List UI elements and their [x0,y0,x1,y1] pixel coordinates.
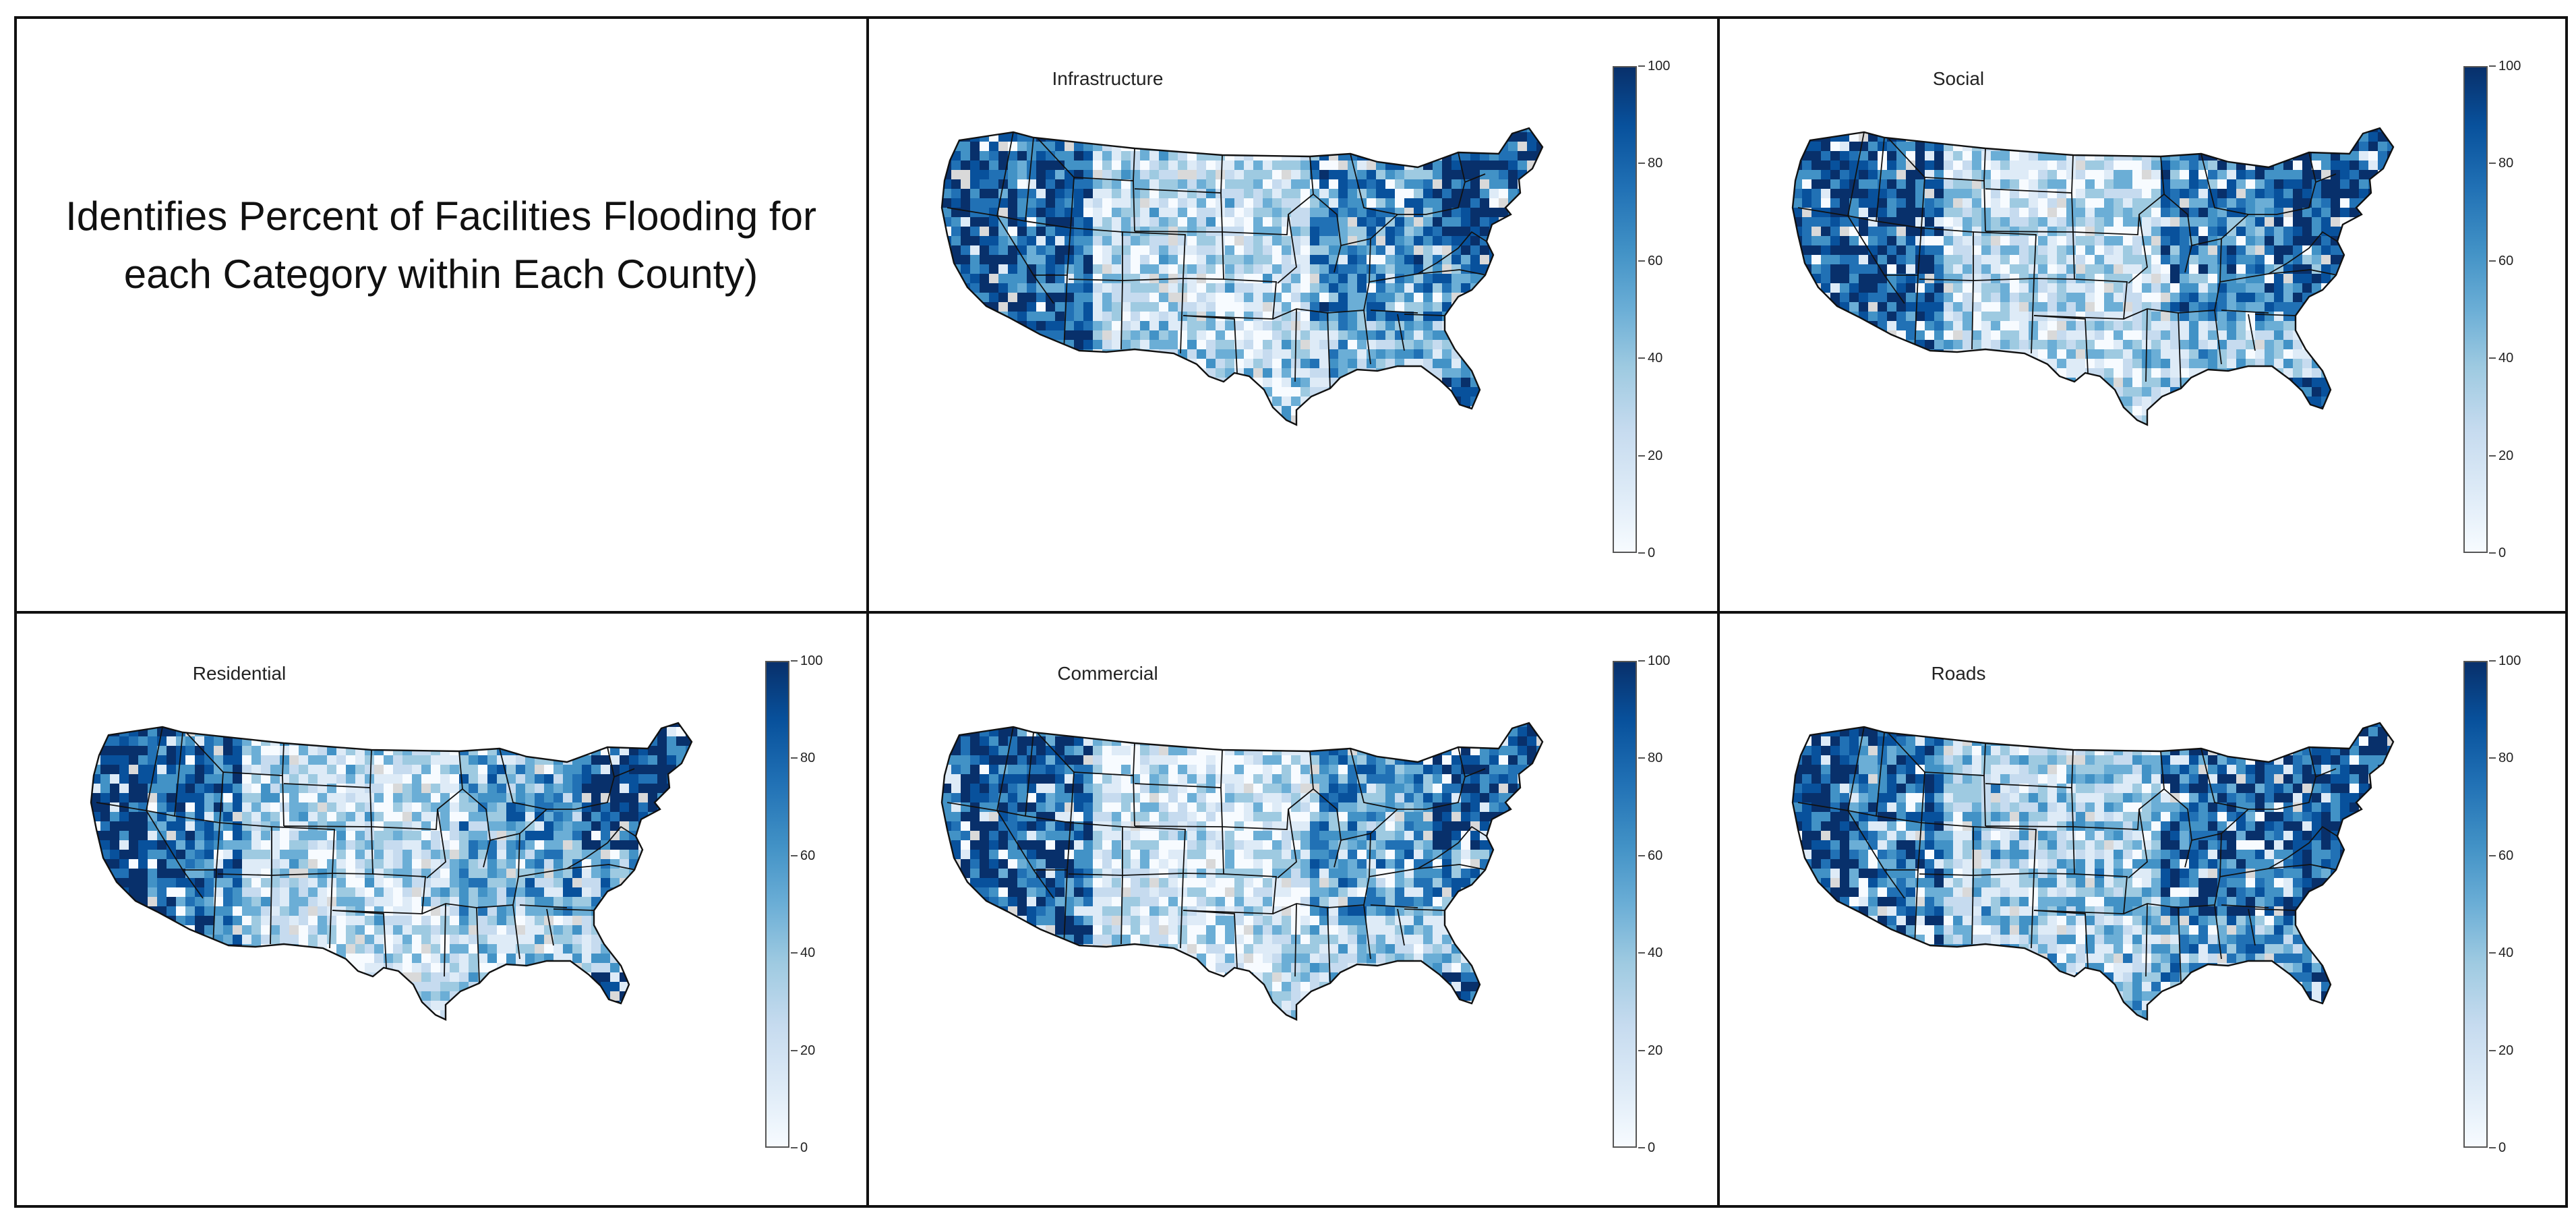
colorbar-tick-label: 60 [2488,848,2514,863]
colorbar-tick-label: 60 [1638,848,1663,863]
residential-title: Residential [192,663,287,684]
figure-description: Identifies Percent of Facilities Floodin… [65,194,816,297]
map-panel-social: Social 100 80 60 40 20 0 [1717,16,2568,614]
colorbar-tick-label: 40 [1638,351,1663,366]
colorbar-tick-label: 60 [2488,253,2514,268]
country-outline [940,127,1544,426]
colorbar-tick-label: 80 [2488,156,2514,171]
colorbar-tick-label: 100 [1638,59,1671,74]
social-colorbar [2463,66,2488,553]
colorbar-tick-label: 20 [2488,1043,2514,1058]
colorbar-tick-label: 100 [2488,653,2521,668]
country-outline [940,722,1544,1021]
colorbar-tick-label: 100 [1638,653,1671,668]
colorbar-tick-label: 40 [2488,351,2514,366]
roads-colorbar [2463,661,2488,1148]
social-title: Social [1932,68,1985,89]
roads-title: Roads [1931,663,1986,684]
map-panel-infrastructure: Infrastructure 100 80 60 40 20 0 [866,16,1720,614]
map-panel-roads: Roads 100 80 60 40 20 0 [1717,611,2568,1208]
colorbar-tick-label: 80 [1638,751,1663,766]
county-fill-layer [1793,128,2393,425]
colorbar-tick-label: 20 [1638,1043,1663,1058]
commercial-colorbar [1613,661,1637,1148]
colorbar-tick-label: 0 [1638,1140,1656,1155]
figure-grid: Identifies Percent of Facilities Floodin… [14,16,2568,1208]
colorbar-tick-label: 60 [1638,253,1663,268]
country-outline [90,722,693,1021]
roads-choropleth-map [1791,722,2395,1021]
colorbar-tick-label: 0 [2488,1140,2507,1155]
colorbar-tick-label: 40 [1638,945,1663,961]
colorbar-tick-label: 40 [2488,945,2514,961]
colorbar-tick-label: 20 [1638,448,1663,463]
infrastructure-title: Infrastructure [1052,68,1164,89]
county-fill-layer [942,128,1542,425]
state-borders [947,726,1511,984]
map-panel-commercial: Commercial 100 80 60 40 20 0 [866,611,1720,1208]
colorbar-tick-label: 20 [2488,448,2514,463]
colorbar-tick-label: 40 [790,945,816,961]
state-borders [96,726,661,984]
county-fill-layer [1793,723,2393,1020]
colorbar-tick-label: 80 [2488,751,2514,766]
social-choropleth-map [1791,127,2395,426]
colorbar-tick-label: 0 [1638,546,1656,560]
state-borders [947,131,1511,389]
county-fill-layer [942,723,1542,1020]
map-panel-residential: Residential 100 80 60 40 20 0 [14,611,869,1208]
county-fill-layer [91,723,692,1020]
commercial-choropleth-map [940,722,1544,1021]
colorbar-tick-label: 20 [790,1043,816,1058]
colorbar-tick-label: 100 [2488,59,2521,74]
colorbar-tick-label: 80 [790,751,816,766]
colorbar-tick-label: 80 [1638,156,1663,171]
colorbar-tick-label: 0 [2488,546,2507,560]
commercial-title: Commercial [1057,663,1158,684]
residential-colorbar [765,661,789,1148]
colorbar-tick-label: 100 [790,653,823,668]
infrastructure-choropleth-map [940,127,1544,426]
infrastructure-colorbar [1613,66,1637,553]
residential-choropleth-map [90,722,693,1021]
colorbar-tick-label: 0 [790,1140,808,1155]
country-outline [1791,722,2395,1021]
description-panel: Identifies Percent of Facilities Floodin… [14,16,869,614]
colorbar-tick-label: 60 [790,848,816,863]
country-outline [1791,127,2395,426]
state-borders [1797,726,2362,984]
